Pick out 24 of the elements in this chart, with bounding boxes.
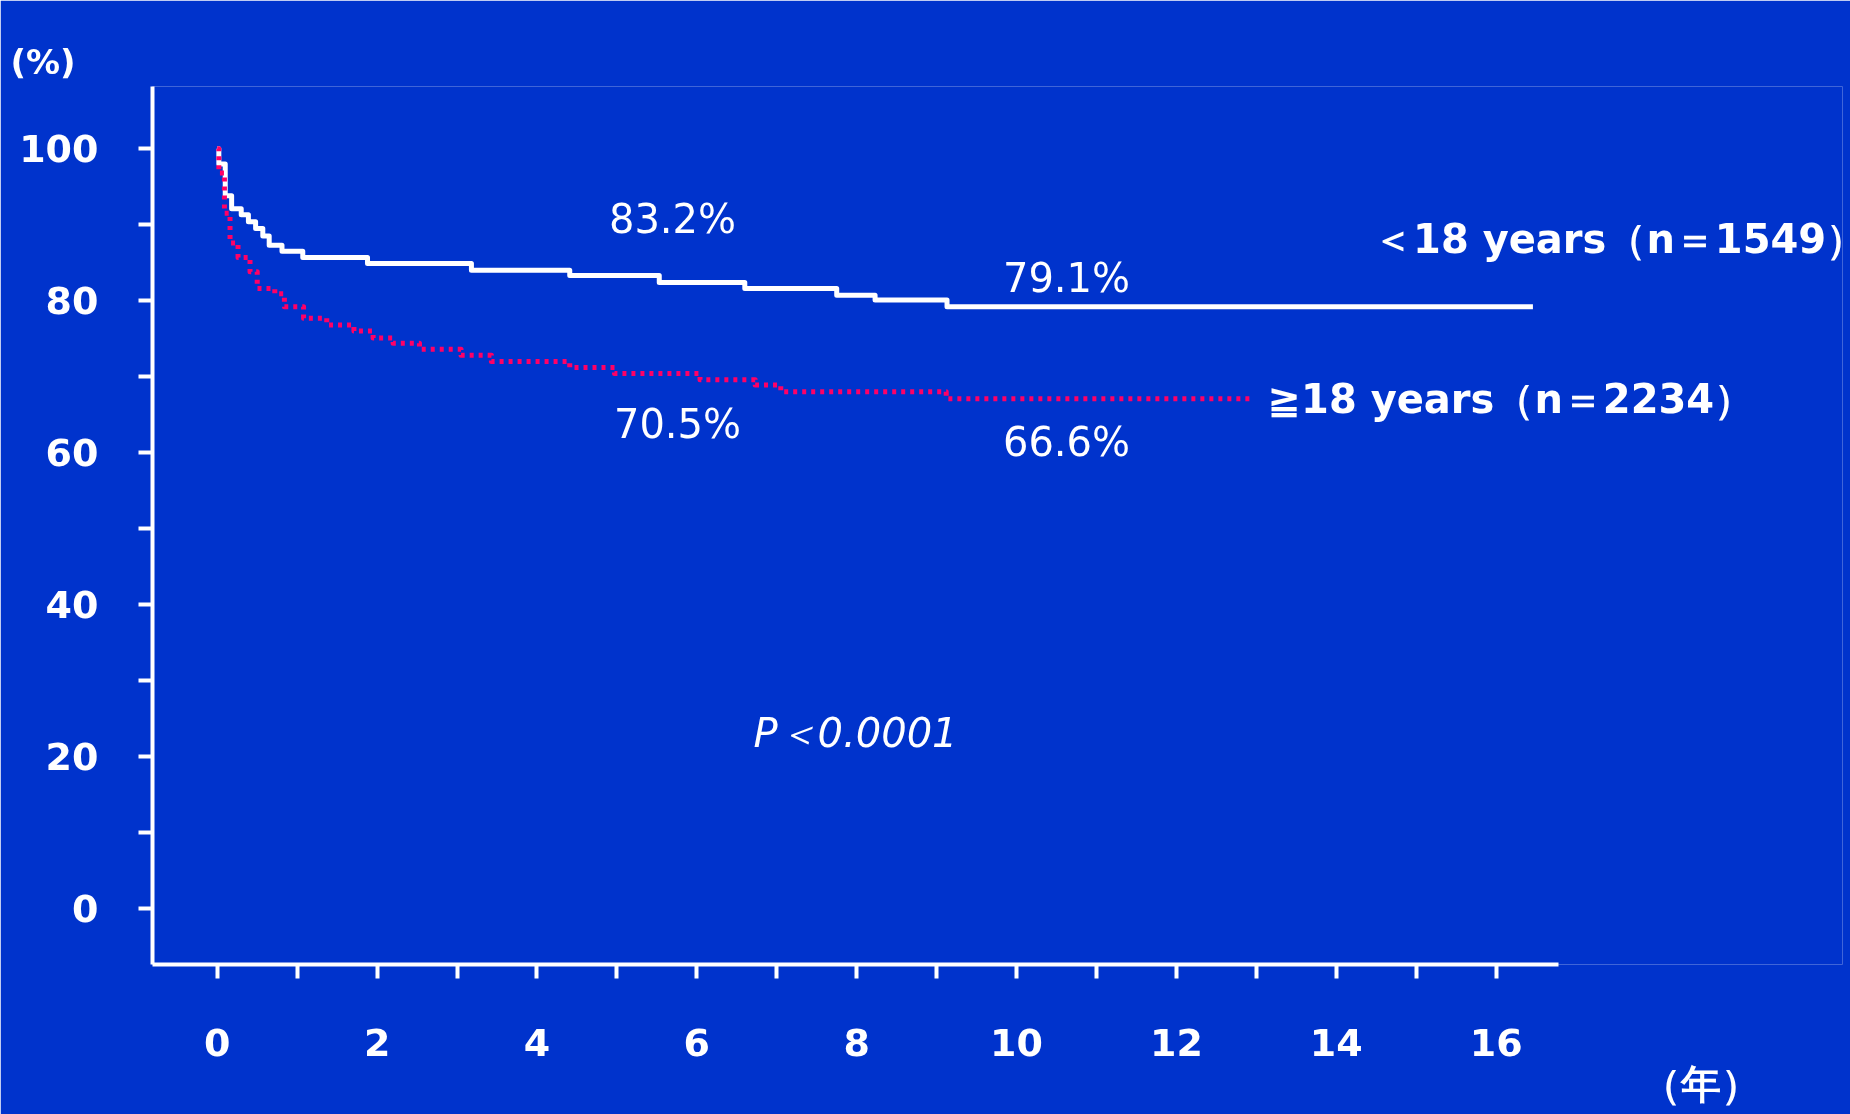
x-tick-label: 2 xyxy=(363,1020,391,1065)
x-tick-label: 8 xyxy=(843,1020,870,1065)
y-tick-label: 80 xyxy=(45,279,99,324)
annotation: 66.6% xyxy=(1002,418,1131,465)
x-tick-label: 16 xyxy=(1469,1020,1523,1065)
annotation: P＜0.0001 xyxy=(753,709,958,756)
annotation: 70.5% xyxy=(613,400,742,447)
x-axis-title: （年） xyxy=(1640,1060,1761,1107)
x-tick-label: 6 xyxy=(683,1020,711,1065)
y-axis-title: (%) xyxy=(10,41,76,82)
x-tick-label: 14 xyxy=(1309,1020,1363,1065)
x-tick-label: 4 xyxy=(523,1020,551,1065)
y-tick-label: 60 xyxy=(45,431,99,476)
series-label: ≧18 years（n＝2234） xyxy=(1267,375,1755,422)
x-tick-label: 10 xyxy=(990,1020,1044,1065)
x-tick-label: 0 xyxy=(204,1020,231,1065)
y-tick-label: 0 xyxy=(72,886,99,931)
series-label: ＜18 years（n＝1549） xyxy=(1373,215,1850,262)
y-tick-label: 100 xyxy=(19,127,99,172)
annotation: 83.2% xyxy=(608,195,737,242)
y-tick-label: 20 xyxy=(45,734,99,779)
annotation: 79.1% xyxy=(1002,254,1131,301)
y-tick-label: 40 xyxy=(45,582,99,627)
x-tick-label: 12 xyxy=(1149,1020,1203,1065)
